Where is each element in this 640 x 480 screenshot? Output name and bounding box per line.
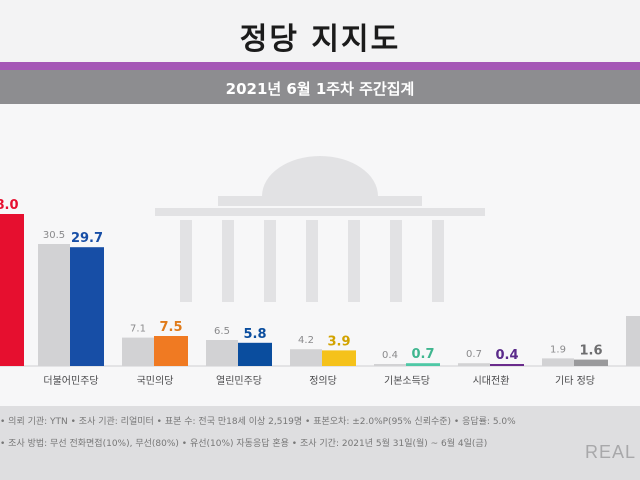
label-current-2: 7.5 [159,320,182,335]
label-previous-7: 1.9 [550,344,566,355]
bar-current-5 [406,363,440,366]
category-label-4: 정의당 [309,375,337,387]
footer: • 의뢰 기관: YTN • 조사 기관: 리얼미터 • 표본 수: 전국 만1… [0,406,640,480]
chart-panel: 8.0힘30.529.7더불어민주당7.17.5국민의당6.55.8열린민주당4… [0,104,640,406]
label-previous-1: 30.5 [43,230,65,241]
label-current-3: 5.8 [243,327,266,342]
label-current-0: 8.0 [0,198,19,213]
label-previous-2: 7.1 [130,324,146,335]
category-label-6: 시대전환 [473,375,510,387]
bar-current-7 [574,359,608,366]
party-support-chart: 8.0힘30.529.7더불어민주당7.17.5국민의당6.55.8열린민주당4… [0,156,640,387]
bar-cutoff-edge [626,316,640,366]
bar-previous-2 [122,337,154,366]
accent-bar [0,62,640,70]
category-label-3: 열린민주당 [216,375,262,387]
bar-current-1 [70,247,104,366]
bar-current-2 [154,336,188,366]
bar-previous-6 [458,363,490,366]
bar-previous-1 [38,244,70,366]
label-current-6: 0.4 [495,348,518,363]
brand-logo: REAL [584,442,636,462]
label-current-1: 29.7 [71,231,103,246]
bar-current-3 [238,342,272,366]
label-current-7: 1.6 [579,344,602,359]
category-label-7: 기타 정당 [555,375,595,387]
subtitle: 2021년 6월 1주차 주간집계 [225,80,415,98]
label-previous-3: 6.5 [214,326,230,337]
label-previous-6: 0.7 [466,349,482,360]
subtitle-band [0,70,640,104]
bar-current-6 [490,364,524,366]
survey-info-line: • 의뢰 기관: YTN • 조사 기관: 리얼미터 • 표본 수: 전국 만1… [0,417,516,427]
title-band [0,0,640,62]
category-label-1: 더불어민주당 [43,375,98,387]
bar-previous-7 [542,358,574,366]
page-title: 정당 지지도 [239,22,401,57]
label-current-4: 3.9 [327,334,350,349]
label-previous-5: 0.4 [382,350,398,361]
survey-method-line: • 조사 방법: 무선 전화면접(10%), 무선(80%) • 유선(10%)… [0,439,488,449]
bar-previous-5 [374,364,406,366]
label-previous-4: 4.2 [298,335,314,346]
bar-previous-4 [290,349,322,366]
assembly-watermark-icon [155,156,485,302]
label-current-5: 0.7 [411,347,434,362]
bar-current-0 [0,214,24,366]
bar-current-4 [322,350,356,366]
category-label-2: 국민의당 [137,375,174,387]
bar-previous-3 [206,340,238,366]
category-label-5: 기본소득당 [384,375,430,387]
